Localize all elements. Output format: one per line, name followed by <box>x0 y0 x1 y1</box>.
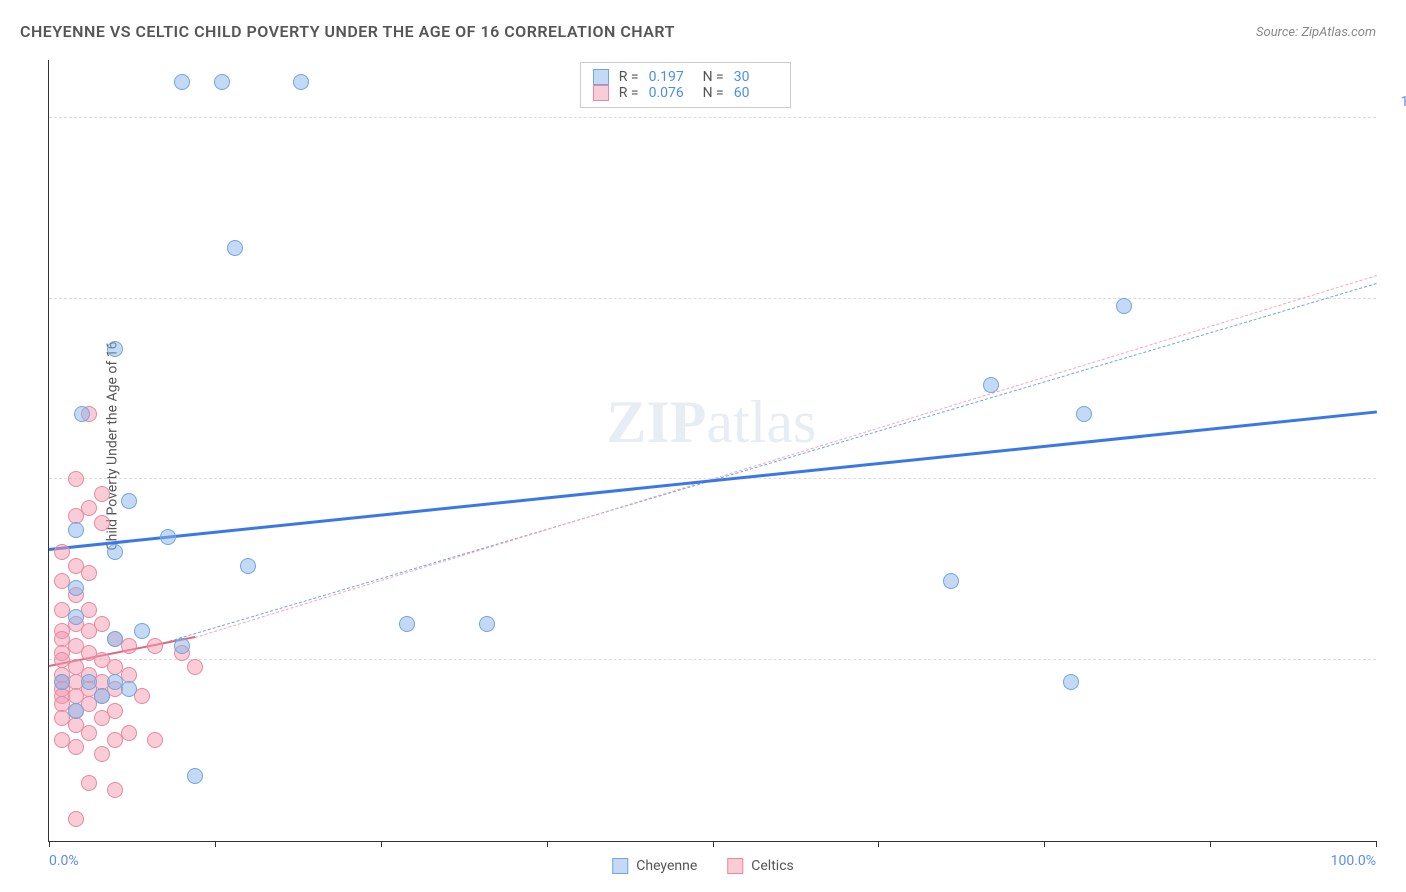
stats-row: R = 0.076 N = 60 <box>593 85 778 101</box>
stats-r-value: 0.076 <box>649 85 693 101</box>
stats-swatch <box>593 85 609 101</box>
data-point-cheyenne <box>68 522 84 538</box>
data-point-cheyenne <box>240 558 256 574</box>
x-tick-mark <box>215 841 216 847</box>
chart-title: CHEYENNE VS CELTIC CHILD POVERTY UNDER T… <box>20 22 675 41</box>
stats-row: R = 0.197 N = 30 <box>593 69 778 85</box>
x-tick-mark <box>713 841 714 847</box>
source-attribution: Source: ZipAtlas.com <box>1256 25 1376 40</box>
legend-swatch-cheyenne <box>612 858 628 874</box>
data-point-cheyenne <box>121 681 137 697</box>
x-tick-mark <box>1376 841 1377 847</box>
data-point-celtics <box>147 638 163 654</box>
data-point-cheyenne <box>160 529 176 545</box>
source-name: ZipAtlas.com <box>1301 25 1376 40</box>
data-point-cheyenne <box>187 768 203 784</box>
legend-swatch-celtics <box>727 858 743 874</box>
data-point-celtics <box>107 732 123 748</box>
stats-swatch <box>593 69 609 85</box>
gridline <box>49 659 1376 660</box>
x-tick-label-left: 0.0% <box>49 853 79 869</box>
data-point-cheyenne <box>1063 674 1079 690</box>
x-tick-mark <box>49 841 50 847</box>
legend-label-cheyenne: Cheyenne <box>636 858 697 874</box>
data-point-cheyenne <box>107 544 123 560</box>
watermark-atlas: atlas <box>706 389 816 455</box>
data-point-cheyenne <box>227 240 243 256</box>
data-point-celtics <box>81 775 97 791</box>
trend-line <box>49 411 1377 552</box>
data-point-cheyenne <box>1116 298 1132 314</box>
x-tick-label-right: 100.0% <box>1331 853 1376 869</box>
data-point-cheyenne <box>1076 406 1092 422</box>
data-point-cheyenne <box>74 406 90 422</box>
data-point-cheyenne <box>121 493 137 509</box>
data-point-celtics <box>68 739 84 755</box>
stats-n-label: N = <box>703 85 724 101</box>
data-point-cheyenne <box>479 616 495 632</box>
watermark-zip: ZIP <box>606 389 706 455</box>
stats-n-value: 60 <box>734 85 778 101</box>
data-point-celtics <box>68 471 84 487</box>
data-point-cheyenne <box>68 703 84 719</box>
legend-item-celtics: Celtics <box>727 858 793 874</box>
stats-r-label: R = <box>619 85 639 101</box>
data-point-celtics <box>94 746 110 762</box>
stats-n-label: N = <box>703 69 724 85</box>
data-point-cheyenne <box>134 623 150 639</box>
data-point-celtics <box>107 782 123 798</box>
data-point-celtics <box>68 811 84 827</box>
correlation-stats-box: R = 0.197 N = 30 R = 0.076 N = 60 <box>580 62 791 108</box>
x-tick-mark <box>1210 841 1211 847</box>
x-tick-mark <box>547 841 548 847</box>
y-tick-label: 100.0% <box>1386 94 1406 110</box>
data-point-cheyenne <box>174 74 190 90</box>
x-tick-mark <box>1044 841 1045 847</box>
data-point-cheyenne <box>983 377 999 393</box>
data-point-celtics <box>94 710 110 726</box>
bottom-legend: Cheyenne Celtics <box>612 858 794 874</box>
x-tick-mark <box>878 841 879 847</box>
scatter-plot-area: ZIPatlas R =0.197N =30R =0.076N =60 25.0… <box>48 60 1376 842</box>
data-point-celtics <box>187 659 203 675</box>
data-point-cheyenne <box>94 688 110 704</box>
stats-n-value: 30 <box>734 69 778 85</box>
watermark: ZIPatlas <box>606 388 816 457</box>
data-point-cheyenne <box>68 580 84 596</box>
legend-label-celtics: Celtics <box>751 858 793 874</box>
data-point-celtics <box>81 565 97 581</box>
data-point-celtics <box>94 515 110 531</box>
gridline <box>49 117 1376 118</box>
data-point-cheyenne <box>943 573 959 589</box>
stats-r-label: R = <box>619 69 639 85</box>
y-tick-label: 25.0% <box>1386 636 1406 652</box>
legend-item-cheyenne: Cheyenne <box>612 858 697 874</box>
source-prefix: Source: <box>1256 25 1301 40</box>
data-point-cheyenne <box>54 674 70 690</box>
data-point-celtics <box>94 486 110 502</box>
trend-line <box>155 282 1377 645</box>
trend-line <box>195 275 1377 638</box>
data-point-cheyenne <box>214 74 230 90</box>
stats-r-value: 0.197 <box>649 69 693 85</box>
data-point-cheyenne <box>399 616 415 632</box>
data-point-cheyenne <box>81 674 97 690</box>
data-point-celtics <box>81 623 97 639</box>
data-point-celtics <box>54 544 70 560</box>
data-point-celtics <box>81 725 97 741</box>
data-point-cheyenne <box>107 631 123 647</box>
x-tick-mark <box>381 841 382 847</box>
gridline <box>49 298 1376 299</box>
data-point-cheyenne <box>68 609 84 625</box>
data-point-celtics <box>147 732 163 748</box>
y-tick-label: 50.0% <box>1386 455 1406 471</box>
data-point-cheyenne <box>174 638 190 654</box>
chart-container: CHEYENNE VS CELTIC CHILD POVERTY UNDER T… <box>0 0 1406 892</box>
y-tick-label: 75.0% <box>1386 275 1406 291</box>
data-point-cheyenne <box>293 74 309 90</box>
data-point-cheyenne <box>107 341 123 357</box>
